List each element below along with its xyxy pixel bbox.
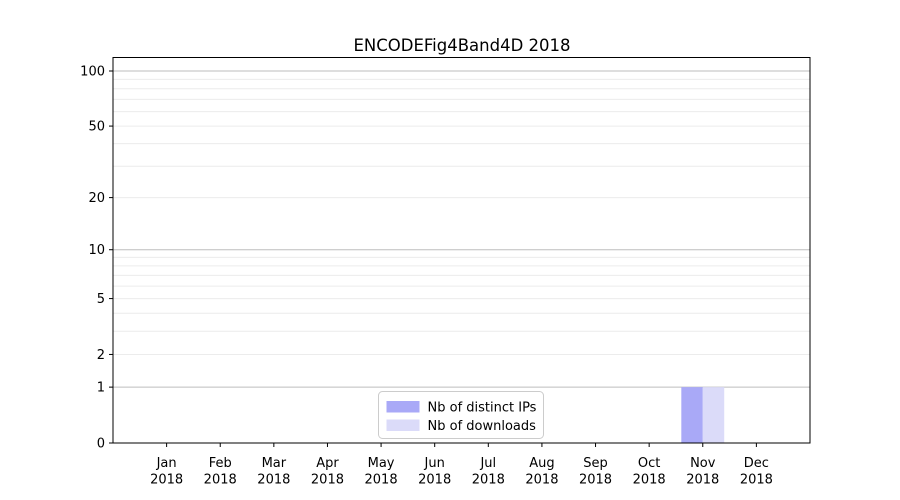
- legend-label: Nb of distinct IPs: [428, 401, 537, 416]
- x-tick-label: Mar 2018: [257, 456, 290, 488]
- bar-nb-of-downloads: [702, 387, 725, 443]
- legend-swatch: [386, 419, 420, 431]
- x-tick-label: Oct 2018: [633, 456, 666, 488]
- x-tick-label: May 2018: [365, 456, 398, 488]
- legend-swatch: [386, 401, 420, 413]
- y-tick-label: 2: [97, 348, 105, 363]
- chart-title: ENCODEFig4Band4D 2018: [353, 36, 570, 55]
- bar-nb-of-distinct-ips: [681, 387, 703, 443]
- x-tick-label: Nov 2018: [686, 456, 719, 488]
- x-tick-label: Aug 2018: [525, 456, 558, 488]
- y-tick-label: 1: [97, 381, 105, 396]
- y-tick-label: 0: [97, 437, 105, 452]
- y-tick-label: 10: [88, 243, 105, 258]
- x-tick-label: Jul 2018: [472, 456, 505, 488]
- x-tick-label: Dec 2018: [740, 456, 773, 488]
- plot-frame: [112, 57, 811, 444]
- x-tick-label: Jan 2018: [150, 456, 183, 488]
- y-tick-label: 50: [88, 120, 105, 135]
- x-tick-label: Sep 2018: [579, 456, 612, 488]
- legend-box: [378, 391, 544, 439]
- legend-label: Nb of downloads: [428, 419, 537, 434]
- x-tick-label: Apr 2018: [311, 456, 344, 488]
- x-tick-label: Jun 2018: [418, 456, 451, 488]
- y-tick-label: 100: [80, 65, 105, 80]
- y-tick-label: 20: [88, 191, 105, 206]
- y-tick-label: 5: [97, 292, 105, 307]
- x-tick-label: Feb 2018: [204, 456, 237, 488]
